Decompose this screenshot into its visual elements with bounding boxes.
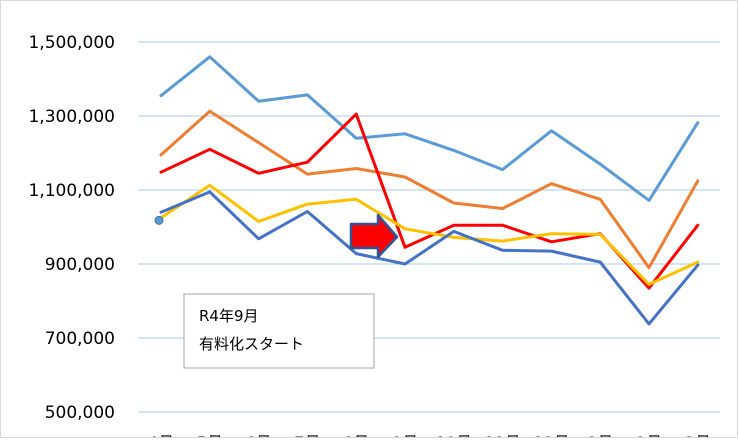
series-line-3 [159, 112, 700, 290]
x-tick-label: 1月 [587, 433, 613, 438]
annotation: R4年9月 有料化スタート [183, 293, 375, 369]
x-tick-label: 12月 [533, 433, 569, 438]
y-tick-label: 900,000 [45, 255, 115, 275]
x-tick-label: 11月 [484, 433, 520, 438]
series-lines [154, 55, 700, 326]
y-tick-label: 1,500,000 [28, 33, 115, 53]
y-axis-labels: 1,500,000 1,300,000 1,100,000 900,000 700,00… [28, 33, 115, 423]
annotation-box [183, 293, 375, 369]
y-tick-label: 1,300,000 [28, 107, 115, 127]
x-tick-label: 4月 [148, 433, 174, 438]
x-tick-label: 9月 [392, 433, 418, 438]
x-tick-label: 6月 [246, 433, 272, 438]
red-arrow-icon [349, 213, 399, 259]
annotation-line1: R4年9月 [199, 307, 259, 325]
series-line-2 [159, 109, 700, 270]
series-line-1 [159, 55, 700, 202]
y-tick-label: 500,000 [45, 403, 115, 423]
y-tick-label: 1,100,000 [28, 181, 115, 201]
x-tick-label: 7月 [294, 433, 320, 438]
x-tick-label: 3月 [685, 433, 711, 438]
y-tick-label: 700,000 [45, 329, 115, 349]
x-tick-label: 10月 [436, 433, 472, 438]
x-tick-label: 2月 [636, 433, 662, 438]
x-tick-label: 5月 [197, 433, 223, 438]
x-axis-labels: 4月 5月 6月 7月 8月 9月 10月 11月 12月 1月 2月 3月 [148, 433, 711, 438]
annotation-line2: 有料化スタート [199, 335, 304, 353]
series-line-4 [159, 183, 700, 286]
data-point-marker [154, 215, 164, 225]
x-tick-label: 8月 [343, 433, 369, 438]
series-line-5 [159, 190, 700, 326]
